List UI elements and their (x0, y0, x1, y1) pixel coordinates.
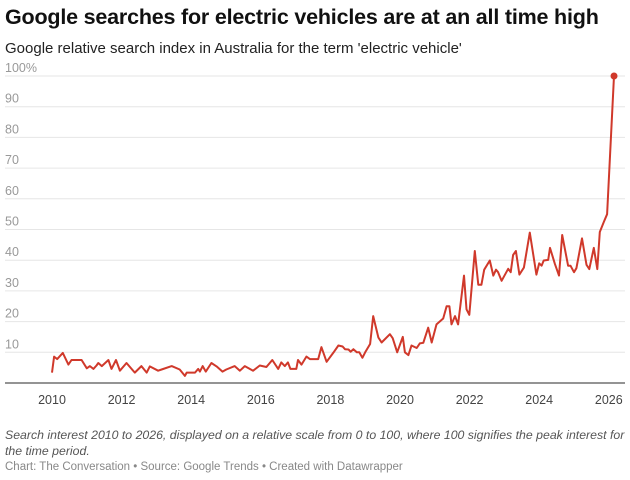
peak-point (610, 72, 618, 80)
chart-title: Google searches for electric vehicles ar… (5, 5, 599, 29)
y-tick-label: 90 (5, 92, 19, 106)
x-tick-label: 2018 (316, 393, 344, 407)
y-tick-label: 10 (5, 337, 19, 351)
x-tick-label: 2016 (247, 393, 275, 407)
x-tick-label: 2010 (38, 393, 66, 407)
chart-subtitle: Google relative search index in Australi… (5, 40, 462, 57)
chart-credit: Chart: The Conversation • Source: Google… (5, 461, 403, 473)
series-line (51, 75, 615, 377)
y-tick-label: 50 (5, 215, 19, 229)
y-tick-label: 70 (5, 153, 19, 167)
y-tick-label: 30 (5, 276, 19, 290)
y-tick-label: 80 (5, 122, 19, 136)
chart-note: Search interest 2010 to 2026, displayed … (5, 428, 625, 458)
x-tick-label: 2014 (177, 393, 205, 407)
y-tick-label: 40 (5, 245, 19, 259)
x-tick-label: 2022 (456, 393, 484, 407)
x-tick-label: 2026 (595, 393, 623, 407)
x-tick-label: 2020 (386, 393, 414, 407)
x-tick-label: 2012 (108, 393, 136, 407)
y-tick-label: 100% (5, 61, 37, 75)
y-tick-label: 20 (5, 307, 19, 321)
y-tick-label: 60 (5, 184, 19, 198)
x-tick-label: 2024 (525, 393, 553, 407)
